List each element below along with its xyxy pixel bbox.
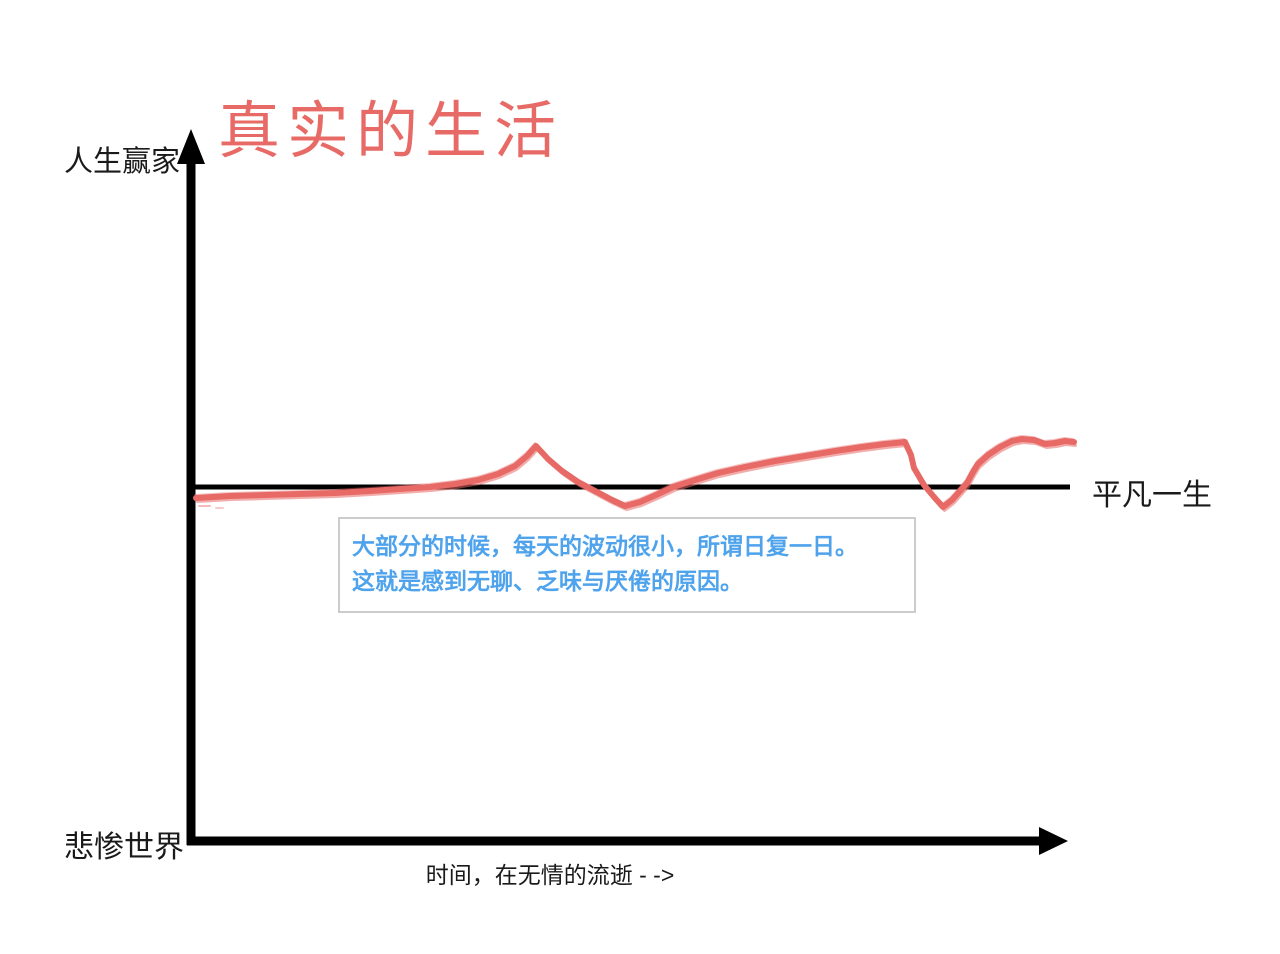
life-line-brush-stroke-2 <box>194 435 1074 505</box>
x-axis-arrow-icon <box>1039 827 1068 855</box>
annotation-box: 大部分的时候，每天的波动很小，所谓日复一日。 这就是感到无聊、乏味与厌倦的原因。 <box>338 517 916 613</box>
y-axis-bottom-label: 悲惨世界 <box>64 831 184 864</box>
x-axis-caption: 时间，在无情的流逝 - -> <box>425 862 675 888</box>
annotation-line-1: 大部分的时候，每天的波动很小，所谓日复一日。 <box>352 533 858 559</box>
baseline-label: 平凡一生 <box>1092 479 1212 512</box>
annotation-line-2: 这就是感到无聊、乏味与厌倦的原因。 <box>352 568 743 594</box>
life-line-brush-stroke-1 <box>196 441 1077 512</box>
y-axis-arrow-icon <box>177 129 205 164</box>
y-axis-top-label: 人生赢家 <box>63 146 180 178</box>
x-axis <box>187 827 1068 855</box>
life-line-series <box>193 435 1077 512</box>
life-line-main-stroke <box>193 436 1077 510</box>
y-axis <box>177 129 205 845</box>
chart-title: 真实的生活 <box>218 97 564 166</box>
